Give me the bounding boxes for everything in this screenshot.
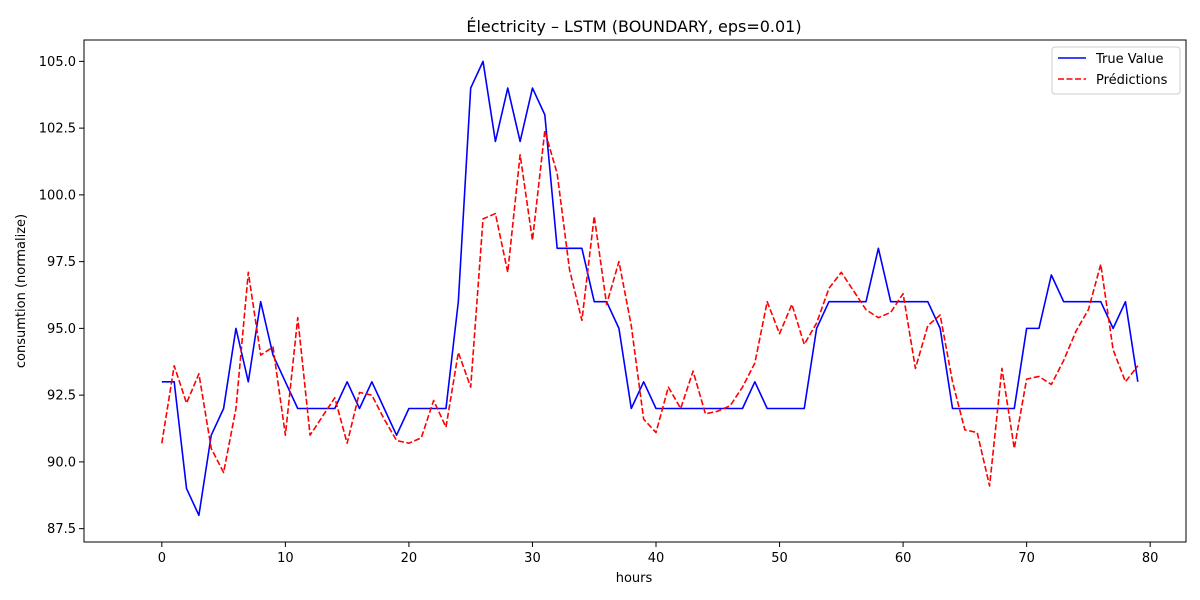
y-tick-label: 97.5 — [47, 255, 76, 270]
plot-area — [84, 40, 1186, 542]
legend-true-value-label: True Value — [1095, 52, 1163, 67]
series-line-predictions — [161, 129, 1139, 487]
y-tick-label: 105.0 — [39, 55, 76, 70]
series-layer — [161, 60, 1139, 517]
x-tick-label: 40 — [648, 551, 665, 566]
x-tick-label: 60 — [895, 551, 912, 566]
y-tick-label: 87.5 — [47, 522, 76, 537]
x-axis: 0 10 20 30 40 50 60 70 80 — [158, 542, 1159, 566]
legend: True Value Prédictions — [1051, 46, 1181, 95]
y-tick-label: 95.0 — [47, 322, 76, 337]
chart-title: Électricity – LSTM (BOUNDARY, eps=0.01) — [466, 17, 801, 36]
x-tick-label: 50 — [771, 551, 788, 566]
x-tick-label: 0 — [158, 551, 166, 566]
x-tick-label: 20 — [401, 551, 418, 566]
y-axis: 87.5 90.0 92.5 95.0 97.5 100.0 102.5 105.0 — [39, 55, 84, 537]
legend-predictions-label: Prédictions — [1096, 73, 1168, 88]
x-axis-label: hours — [616, 571, 653, 586]
x-tick-label: 30 — [524, 551, 541, 566]
y-tick-label: 102.5 — [39, 122, 76, 137]
y-axis-label: consumtion (normalize) — [14, 214, 29, 368]
x-tick-label: 80 — [1142, 551, 1159, 566]
y-tick-label: 90.0 — [47, 455, 76, 470]
plot-frame — [83, 39, 1187, 543]
x-tick-label: 70 — [1018, 551, 1035, 566]
series-line-true-value — [161, 60, 1139, 517]
x-tick-label: 10 — [277, 551, 294, 566]
y-tick-label: 92.5 — [47, 389, 76, 404]
y-tick-label: 100.0 — [39, 188, 76, 203]
